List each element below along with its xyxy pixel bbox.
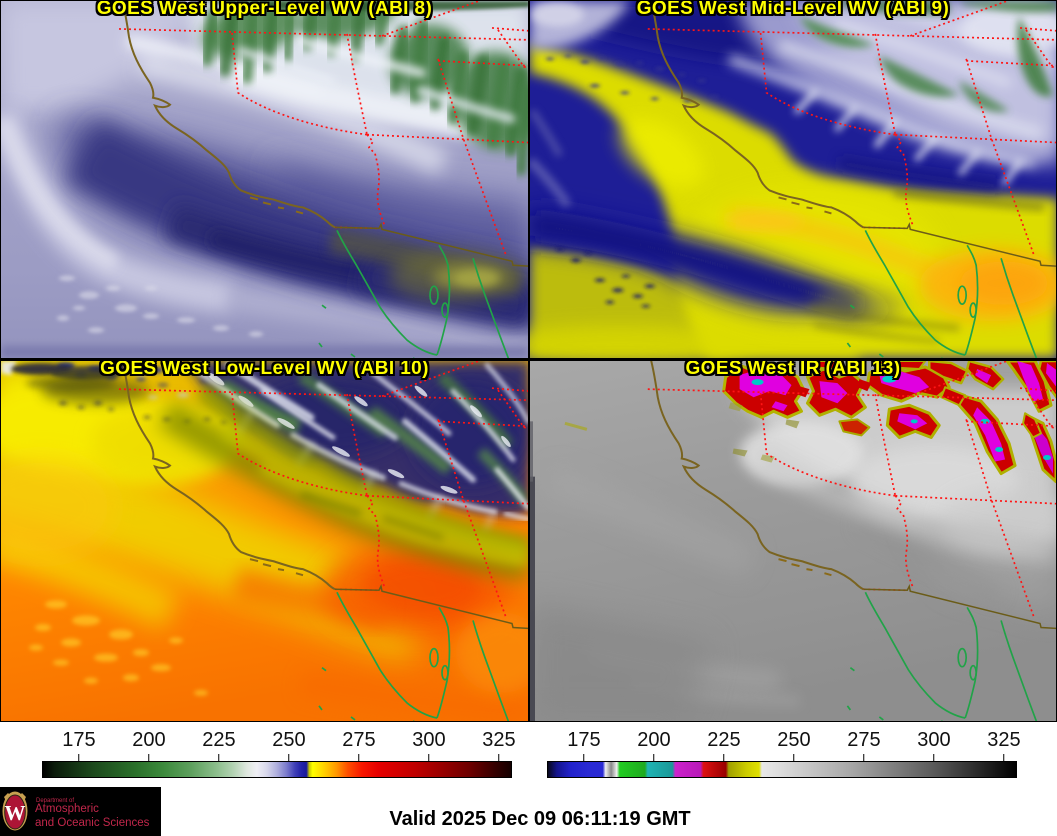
svg-text:W: W — [5, 801, 26, 825]
svg-text:and Oceanic Sciences: and Oceanic Sciences — [35, 817, 150, 829]
svg-text:Department of: Department of — [36, 798, 74, 804]
svg-text:Atmospheric: Atmospheric — [35, 803, 99, 815]
